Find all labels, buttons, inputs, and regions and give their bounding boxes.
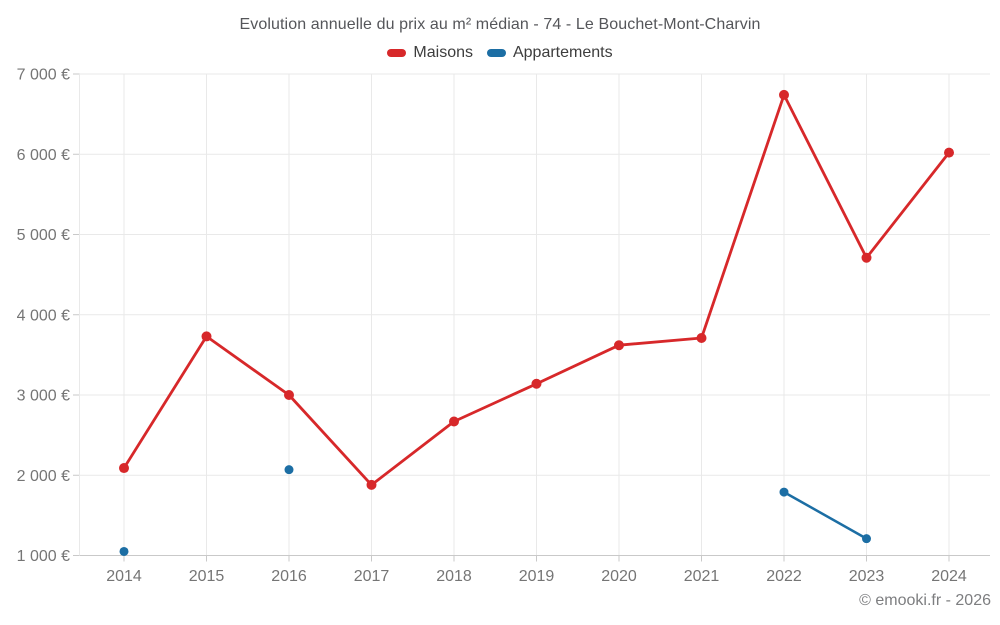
data-point-maisons-2016[interactable]	[284, 390, 294, 400]
x-tick-label: 2017	[354, 568, 390, 585]
data-point-maisons-2024[interactable]	[944, 147, 954, 158]
y-tick-label: 2 000 €	[17, 468, 70, 485]
y-tick-label: 4 000 €	[17, 307, 70, 324]
legend-label-appartements: Appartements	[512, 44, 613, 61]
y-tick-label: 6 000 €	[17, 147, 70, 164]
maisons-series-marker-icon	[387, 49, 407, 57]
series-line-appartements	[782, 490, 868, 540]
data-point-maisons-2019[interactable]	[531, 378, 542, 389]
data-point-appartements-2022[interactable]	[779, 487, 789, 497]
data-point-appartements-2016[interactable]	[284, 465, 294, 475]
x-tick-label: 2021	[684, 568, 720, 585]
y-tick-label: 3 000 €	[17, 388, 70, 405]
legend-item-appartements[interactable]: Appartements	[486, 44, 613, 62]
appartements-series-marker-icon	[486, 49, 506, 57]
data-point-maisons-2022[interactable]	[779, 89, 789, 100]
data-point-maisons-2023[interactable]	[861, 252, 872, 263]
chart-title: Evolution annuelle du prix au m² médian …	[239, 16, 761, 33]
copyright-notice: © emooki.fr - 2026	[859, 592, 991, 609]
x-tick-label: 2022	[766, 568, 802, 585]
y-tick-label: 5 000 €	[17, 227, 70, 244]
data-point-maisons-2020[interactable]	[614, 340, 624, 351]
data-point-maisons-2021[interactable]	[696, 333, 707, 344]
x-tick-label: 2018	[436, 568, 472, 585]
x-tick-label: 2020	[601, 568, 637, 585]
y-tick-label: 7 000 €	[17, 67, 70, 84]
data-point-maisons-2018[interactable]	[449, 416, 459, 427]
x-tick-label: 2019	[519, 568, 555, 585]
legend-label-maisons: Maisons	[413, 44, 473, 61]
x-tick-label: 2024	[931, 568, 967, 585]
y-tick-label: 1 000 €	[17, 548, 70, 565]
legend-item-maisons[interactable]: Maisons	[387, 44, 473, 62]
x-tick-label: 2014	[106, 568, 142, 585]
data-point-appartements-2014[interactable]	[119, 546, 129, 556]
chart-legend: Maisons Appartements	[0, 44, 1000, 62]
data-point-maisons-2014[interactable]	[119, 463, 129, 474]
data-point-maisons-2015[interactable]	[201, 331, 212, 342]
data-point-appartements-2023[interactable]	[862, 534, 871, 544]
x-tick-label: 2023	[849, 568, 885, 585]
x-tick-label: 2015	[189, 568, 225, 585]
x-tick-label: 2016	[271, 568, 307, 585]
data-point-maisons-2017[interactable]	[366, 479, 377, 490]
